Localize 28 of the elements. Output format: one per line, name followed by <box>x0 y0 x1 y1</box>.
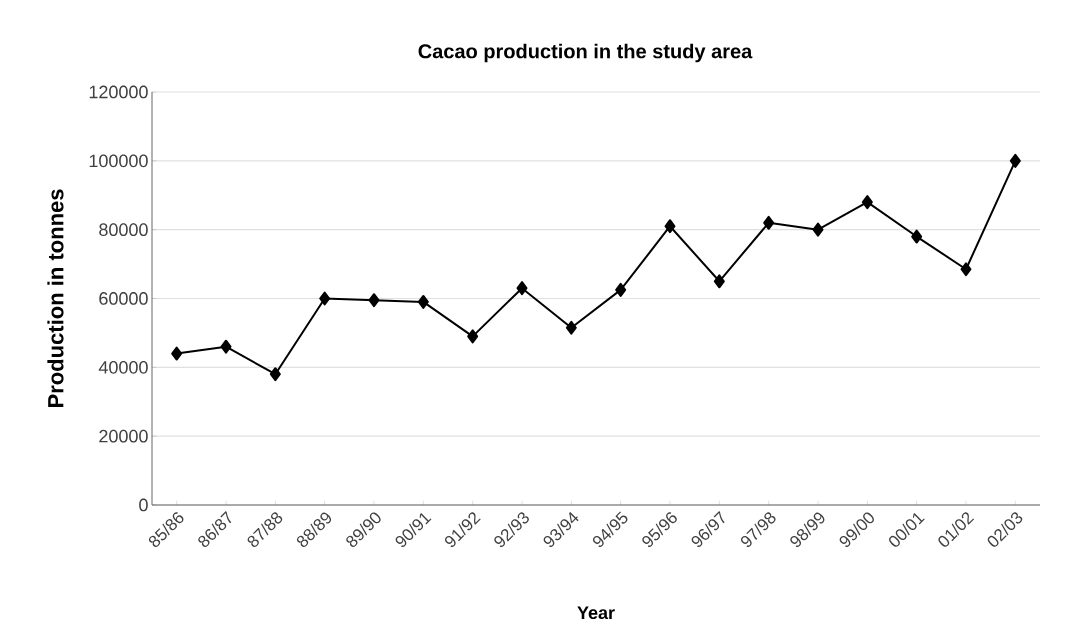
y-tick-label: 100000 <box>89 154 148 168</box>
point <box>467 329 479 344</box>
point <box>960 262 972 277</box>
point <box>664 219 676 234</box>
point <box>615 282 627 297</box>
point <box>861 195 873 210</box>
point <box>565 320 577 335</box>
x-axis-title: Year <box>577 606 615 620</box>
point <box>516 281 528 296</box>
point <box>220 339 232 354</box>
point <box>812 222 824 237</box>
point <box>911 229 923 244</box>
y-tick-label: 20000 <box>99 429 148 443</box>
y-tick-label: 40000 <box>98 360 148 374</box>
y-tick-label: 60000 <box>99 292 148 305</box>
point <box>269 367 281 382</box>
y-tick-label: 120000 <box>89 85 148 99</box>
point <box>763 215 775 230</box>
point <box>713 274 725 289</box>
y-tick-label: 80000 <box>99 223 148 237</box>
point <box>417 294 429 309</box>
chart-title: Cacao production in the study area <box>418 43 753 63</box>
point <box>319 291 331 306</box>
y-tick-label: 0 <box>139 498 148 512</box>
y-axis-title: Production in tonnes <box>47 189 64 408</box>
point <box>171 346 183 361</box>
point <box>368 293 380 308</box>
point <box>1009 153 1021 168</box>
